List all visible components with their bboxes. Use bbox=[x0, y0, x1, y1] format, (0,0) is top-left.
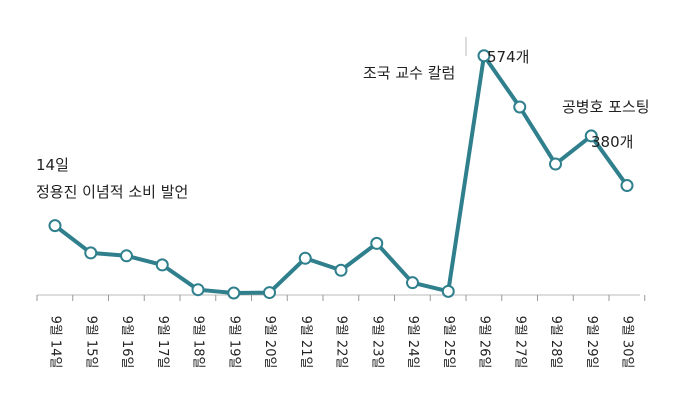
x-tick-label: 9월 23일 bbox=[369, 316, 384, 369]
data-point bbox=[477, 49, 491, 63]
x-tick-label: 9월 25일 bbox=[441, 316, 456, 369]
data-point bbox=[298, 251, 312, 265]
data-point bbox=[155, 258, 169, 272]
data-point bbox=[263, 286, 276, 300]
series-line-layer bbox=[53, 53, 629, 295]
x-tick-label: 9월 18일 bbox=[191, 316, 206, 369]
annotation-gong-byeongho-post: 공병호 포스팅 bbox=[562, 98, 650, 116]
data-point bbox=[406, 276, 419, 290]
annotation-jeong-yongjin: 정용진 이념적 소비 발언 bbox=[36, 183, 188, 201]
x-tick-label: 9월 30일 bbox=[620, 316, 635, 369]
data-point bbox=[549, 157, 562, 171]
x-tick-label: 9월 27일 bbox=[512, 316, 527, 369]
point-marker-layer bbox=[48, 49, 634, 300]
x-tick-label: 9월 19일 bbox=[226, 316, 241, 369]
annotation-cho-kuk-column: 조국 교수 칼럼 bbox=[363, 64, 455, 82]
data-point bbox=[620, 179, 634, 193]
data-point bbox=[191, 283, 205, 297]
data-point bbox=[584, 129, 598, 143]
data-point bbox=[441, 284, 455, 298]
data-point bbox=[84, 246, 98, 260]
x-tick-label: 9월 20일 bbox=[262, 316, 277, 369]
x-tick-label-layer: 9월 14일 9월 15일 9월 16일 9월 17일 9월 18일 9월 19일 9월 2… bbox=[48, 316, 635, 369]
annotation-value-380: 380개 bbox=[591, 133, 633, 151]
x-tick-label: 9월 26일 bbox=[477, 316, 492, 369]
x-tick-label: 9월 17일 bbox=[155, 316, 170, 369]
data-point bbox=[120, 249, 133, 263]
data-point bbox=[227, 286, 241, 300]
data-point bbox=[370, 236, 384, 250]
annotation-value-574: 574개 bbox=[487, 48, 529, 66]
x-tick-label: 9월 21일 bbox=[298, 316, 313, 369]
data-point bbox=[513, 100, 527, 114]
x-axis bbox=[36, 37, 646, 301]
x-tick-label: 9월 24일 bbox=[405, 316, 420, 369]
x-tick-label: 9월 29일 bbox=[584, 316, 599, 369]
x-tick-label: 9월 16일 bbox=[119, 316, 134, 369]
annotation-day-14: 14일 bbox=[36, 156, 69, 174]
data-point bbox=[48, 219, 62, 233]
x-tick-label: 9월 28일 bbox=[548, 316, 563, 369]
x-tick-label: 9월 14일 bbox=[48, 316, 63, 369]
x-tick-label: 9월 15일 bbox=[83, 316, 98, 369]
series-line bbox=[53, 53, 629, 295]
x-tick-label: 9월 22일 bbox=[334, 316, 349, 369]
data-point bbox=[334, 263, 348, 277]
